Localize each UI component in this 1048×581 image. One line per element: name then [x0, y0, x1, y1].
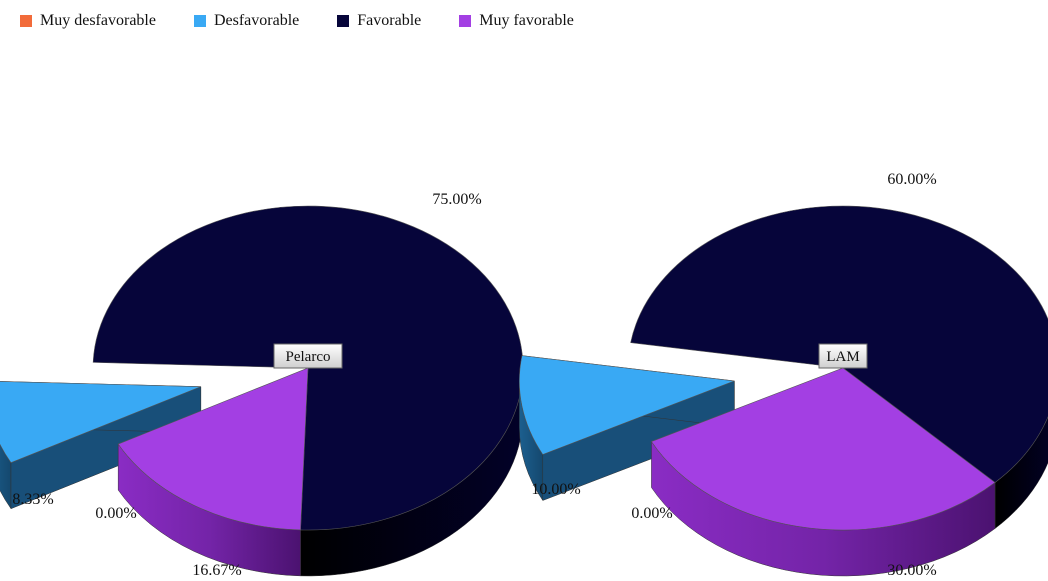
pie-slice-muy-favorable [117, 367, 309, 531]
legend-swatch [193, 15, 206, 27]
legend-item-muy-favorable: Muy favorable [459, 12, 574, 30]
legend-swatch [459, 15, 472, 27]
category-label-box [818, 343, 868, 369]
data-label-desfavorable: 8.33% [12, 491, 53, 508]
category-label-box [273, 343, 343, 369]
legend-label: Favorable [357, 12, 422, 29]
legend-item-muy-desfavorable: Muy desfavorable [20, 12, 156, 30]
legend-item-desfavorable: Desfavorable [193, 12, 300, 30]
legend-item-favorable: Favorable [337, 12, 421, 30]
category-label: LAM [826, 349, 859, 365]
legend-label: Desfavorable [213, 12, 300, 29]
data-label-favorable: 75.00% [432, 191, 481, 208]
slice-wall-desfavorable [0, 443, 12, 510]
data-label-muy-favorable: 16.67% [192, 562, 241, 579]
data-label-muy-desfavorable: 0.00% [631, 505, 672, 522]
legend-label: Muy desfavorable [40, 12, 156, 29]
pie-lam: 0.00% 10.00% 60.00% 30.00% LAM [519, 171, 1048, 579]
legend-swatch [337, 15, 350, 27]
data-label-favorable: 60.00% [887, 171, 936, 188]
pie-slice-desfavorable [519, 355, 735, 455]
pie-pelarco: 0.00% 8.33% 75.00% 16.67% Pelarco [0, 191, 524, 579]
legend-label: Muy favorable [479, 12, 574, 29]
chart-legend: Muy desfavorable Desfavorable Favorable … [20, 12, 612, 30]
data-label-muy-desfavorable: 0.00% [95, 505, 136, 522]
pie-slice-muy-favorable [650, 367, 996, 531]
category-label: Pelarco [286, 349, 331, 365]
pie-slice-desfavorable [0, 381, 201, 464]
data-label-muy-favorable: 30.00% [887, 562, 936, 579]
legend-swatch [20, 15, 32, 27]
data-label-desfavorable: 10.00% [531, 481, 580, 498]
